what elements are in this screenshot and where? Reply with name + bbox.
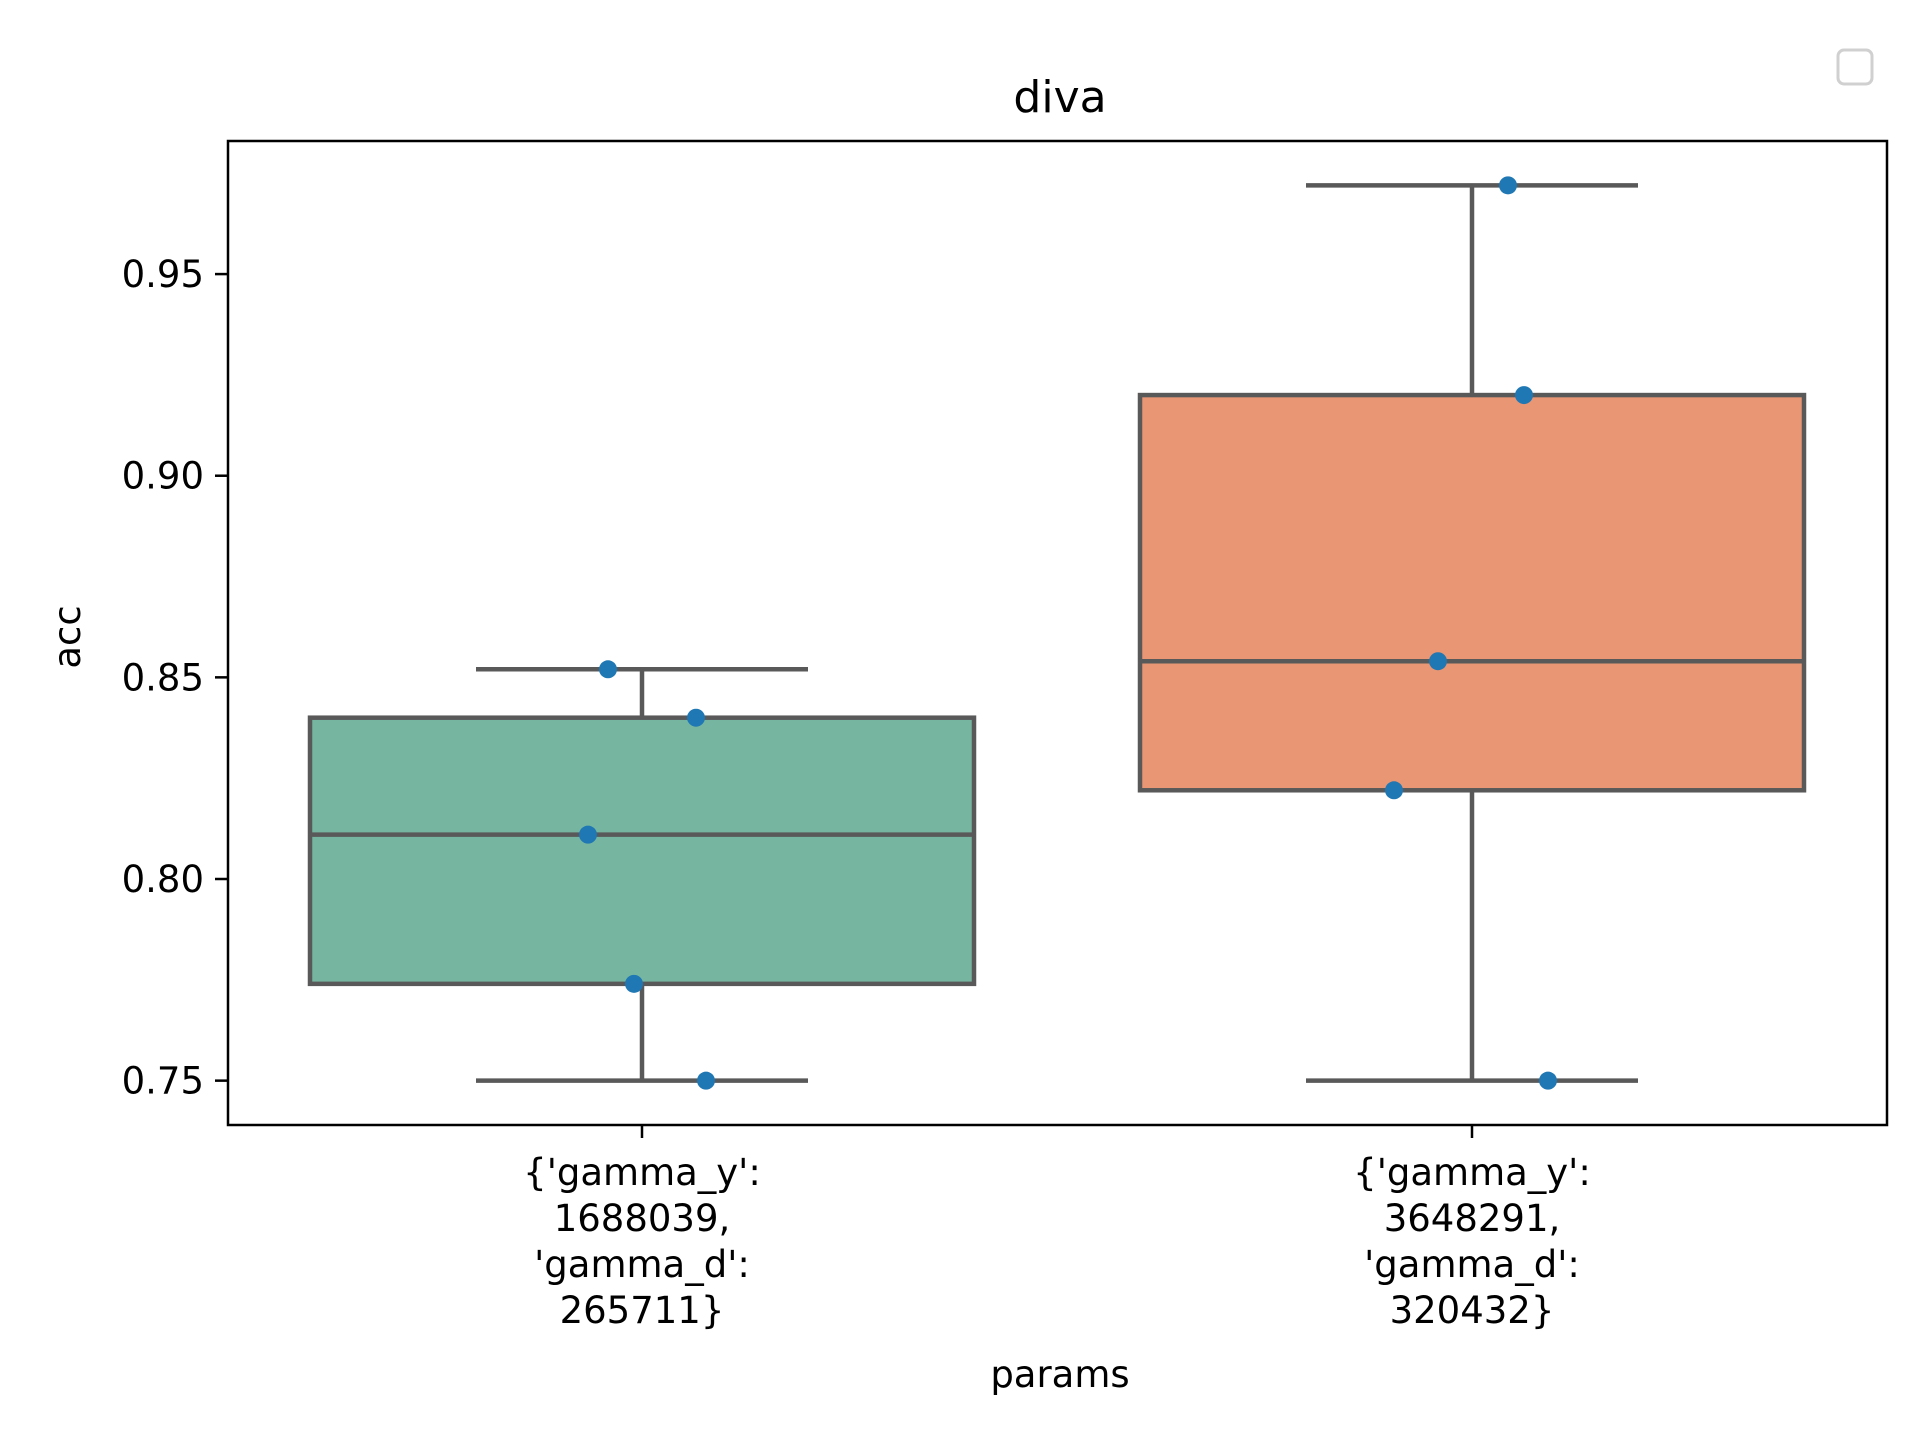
x-tick-label: 'gamma_d': — [1364, 1243, 1580, 1286]
x-tick-label: {'gamma_y': — [523, 1151, 761, 1194]
box-2 — [1137, 392, 1807, 793]
data-point — [599, 660, 617, 679]
data-point — [697, 1071, 715, 1090]
empty-legend-box — [1836, 48, 1874, 86]
x-axis-label: params — [990, 1353, 1129, 1396]
data-point — [1515, 386, 1533, 405]
chart-title: diva — [1013, 72, 1106, 123]
data-point — [1429, 652, 1447, 671]
data-point — [625, 974, 643, 993]
data-point — [1539, 1071, 1557, 1090]
axes-frame — [226, 139, 1889, 1127]
box-1 — [307, 715, 977, 987]
x-tick-label: 1688039, — [554, 1197, 731, 1240]
y-axis-label: acc — [46, 605, 89, 668]
x-tick-label: 3648291, — [1384, 1197, 1561, 1240]
x-tick-label: {'gamma_y': — [1353, 1151, 1591, 1194]
y-tick-label: 0.85 — [122, 656, 204, 699]
data-point — [687, 708, 705, 727]
data-point — [1385, 781, 1403, 800]
y-tick-label: 0.95 — [122, 253, 204, 296]
data-point — [579, 825, 597, 844]
x-tick-label: 265711} — [560, 1289, 725, 1332]
x-tick-label: 320432} — [1390, 1289, 1555, 1332]
y-tick-label: 0.90 — [122, 455, 204, 498]
plot-area: 0.750.800.850.900.95{'gamma_y':1688039,'… — [122, 139, 1889, 1332]
data-point — [1499, 176, 1517, 195]
y-tick-label: 0.80 — [122, 858, 204, 901]
y-tick-label: 0.75 — [122, 1060, 204, 1103]
x-tick-label: 'gamma_d': — [534, 1243, 750, 1286]
